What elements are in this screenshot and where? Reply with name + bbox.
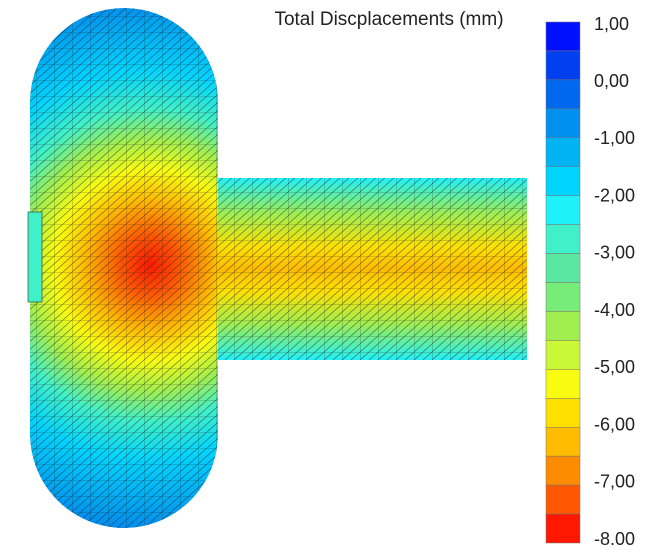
legend-swatch (546, 340, 580, 369)
legend-label: 1,00 (594, 14, 629, 34)
legend-swatch (546, 138, 580, 167)
legend-label: -2,00 (594, 185, 635, 205)
legend-swatch (546, 109, 580, 138)
legend-swatch (546, 514, 580, 543)
legend-swatch (546, 196, 580, 225)
legend-label: -6,00 (594, 414, 635, 434)
fea-plot: Total Discplacements (mm) 1,00 0,00 -1,00 -… (0, 0, 649, 545)
legend-swatch (546, 22, 580, 51)
title: Total Discplacements (mm) (274, 9, 503, 30)
legend-swatch (546, 456, 580, 485)
legend-swatch (546, 167, 580, 196)
legend-swatch (546, 225, 580, 254)
legend-swatch (546, 485, 580, 514)
nozzle (28, 212, 42, 302)
legend-label: -8,00 (594, 529, 635, 545)
legend-swatch (546, 427, 580, 456)
legend-label: -1,00 (594, 128, 635, 148)
model (0, 0, 530, 545)
legend-swatch (546, 398, 580, 427)
legend-swatch (546, 80, 580, 109)
legend-swatch (546, 311, 580, 340)
legend-swatch (546, 51, 580, 80)
legend-label: 0,00 (594, 71, 629, 91)
legend-label: -4,00 (594, 300, 635, 320)
color-legend: 1,00 0,00 -1,00 -2,00 -3,00 -4,00 -5,00 -6,00 -7… (546, 14, 635, 545)
legend-swatch (546, 254, 580, 283)
legend-label: -3,00 (594, 243, 635, 263)
legend-swatch (546, 369, 580, 398)
legend-label: -5,00 (594, 357, 635, 377)
legend-swatch (546, 283, 580, 312)
legend-label: -7,00 (594, 472, 635, 492)
